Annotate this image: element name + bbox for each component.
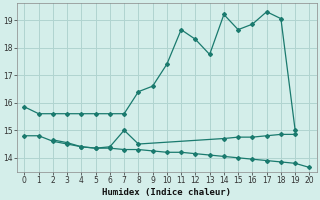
X-axis label: Humidex (Indice chaleur): Humidex (Indice chaleur) — [102, 188, 231, 197]
